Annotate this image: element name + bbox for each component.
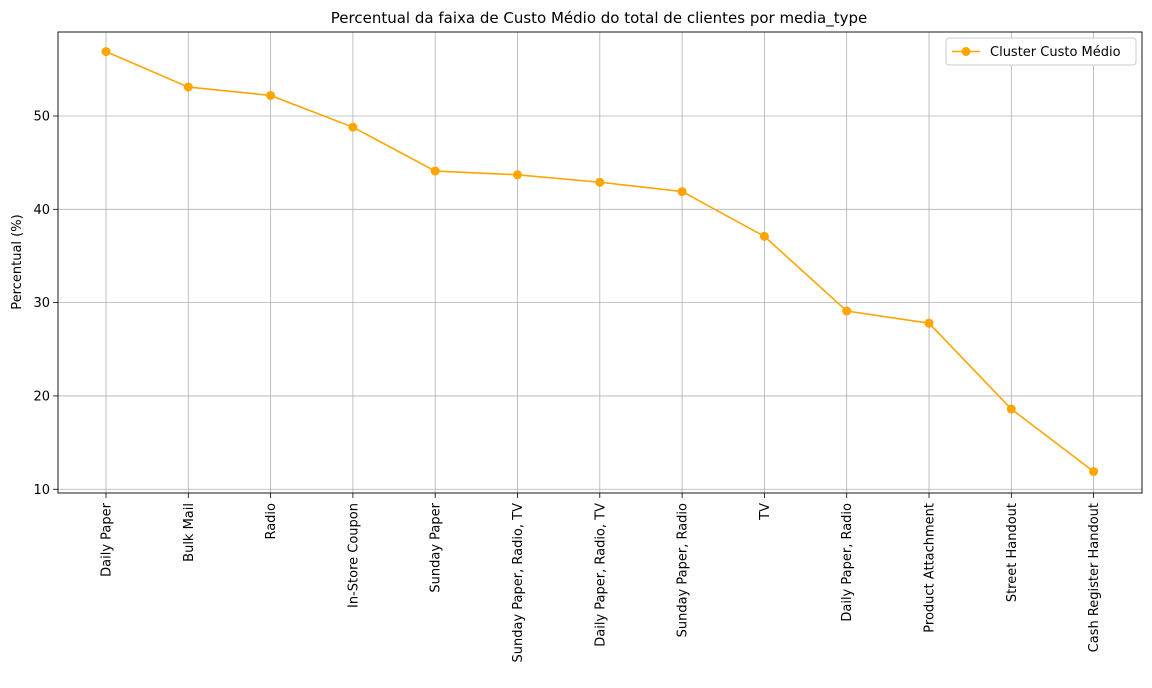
data-point	[677, 187, 687, 197]
series-layer	[101, 47, 1099, 477]
legend-label: Cluster Custo Médio	[990, 45, 1121, 60]
chart-title: Percentual da faixa de Custo Médio do to…	[331, 9, 867, 28]
x-tick-label: Sunday Paper, Radio	[676, 503, 691, 637]
y-tick-label: 20	[33, 389, 50, 404]
x-tick-label: Radio	[264, 503, 279, 540]
x-tick-label: TV	[758, 503, 773, 521]
data-point	[1006, 404, 1016, 414]
data-point	[1089, 467, 1099, 477]
y-axis-label: Percentual (%)	[10, 214, 25, 309]
x-tick-label: Daily Paper, Radio, TV	[593, 503, 608, 647]
y-axis-ticks: 10 20 30 40 50	[33, 109, 58, 498]
y-tick-label: 50	[33, 109, 50, 124]
legend-marker	[961, 47, 971, 56]
data-point	[348, 122, 358, 132]
x-tick-label: Sunday Paper	[429, 502, 444, 592]
y-tick-label: 40	[33, 203, 50, 218]
x-tick-label: In-Store Coupon	[346, 503, 361, 608]
grid-lines	[58, 32, 1142, 493]
x-axis-ticks: Daily Paper Bulk Mail Radio In-Store Coupon…	[100, 493, 1102, 663]
x-tick-label: Street Handout	[1005, 503, 1020, 602]
x-tick-label: Sunday Paper, Radio, TV	[511, 503, 526, 663]
data-point	[759, 231, 769, 241]
data-point	[266, 90, 276, 100]
x-tick-label: Bulk Mail	[182, 503, 197, 562]
y-tick-label: 10	[33, 483, 50, 498]
data-point	[842, 306, 852, 316]
data-point	[430, 166, 440, 176]
x-tick-label: Daily Paper, Radio	[840, 503, 855, 622]
data-point	[183, 82, 193, 92]
x-tick-label: Daily Paper	[100, 502, 115, 576]
data-point	[595, 177, 605, 187]
x-tick-label: Product Attachment	[923, 503, 938, 633]
data-point	[101, 47, 111, 57]
data-point	[924, 318, 934, 328]
legend-box	[945, 37, 1137, 66]
y-tick-label: 30	[33, 296, 50, 311]
data-point	[513, 170, 522, 180]
legend: Cluster Custo Médio	[945, 37, 1137, 66]
x-tick-label: Cash Register Handout	[1087, 503, 1102, 652]
